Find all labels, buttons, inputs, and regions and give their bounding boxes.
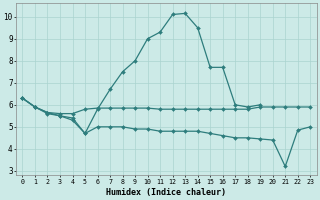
X-axis label: Humidex (Indice chaleur): Humidex (Indice chaleur)	[106, 188, 226, 197]
